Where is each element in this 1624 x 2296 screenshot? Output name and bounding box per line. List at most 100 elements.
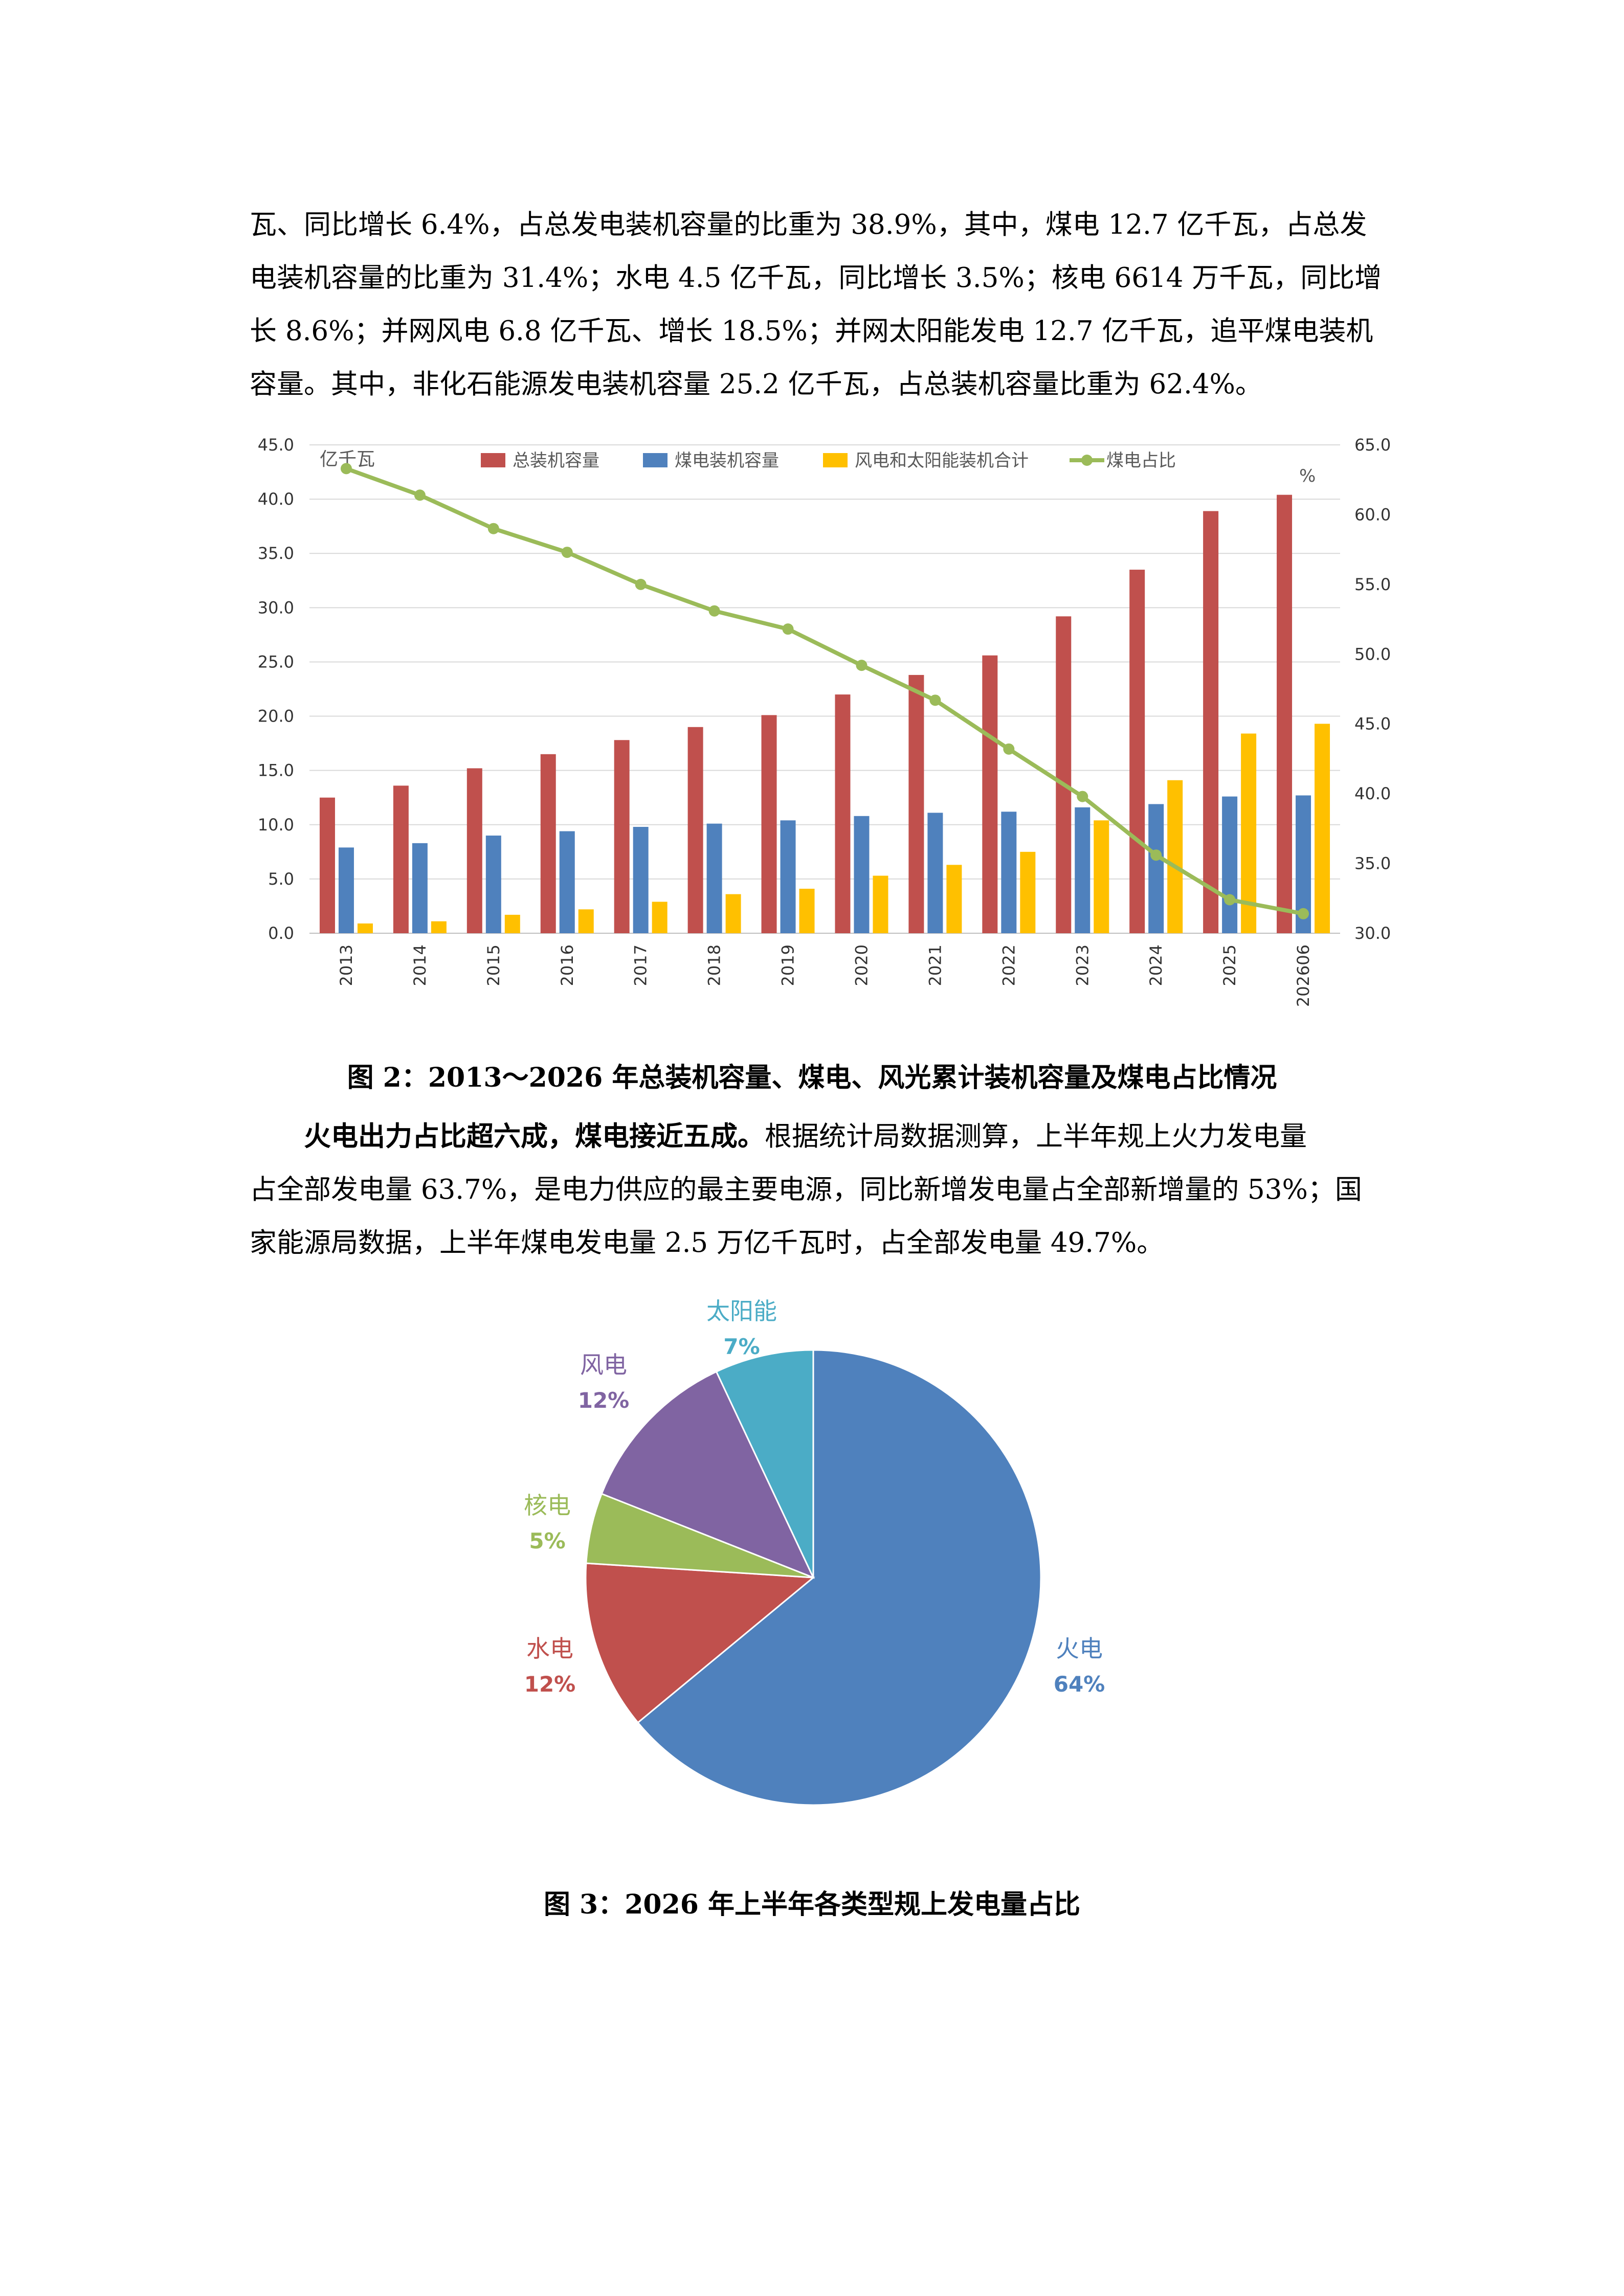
bar-total (540, 754, 556, 933)
coal-share-point (708, 605, 720, 617)
paragraph-2-line: 火电出力占比超六成，煤电接近五成。根据统计局数据测算，上半年规上火力发电量 (250, 1110, 1388, 1163)
paragraph-2: 火电出力占比超六成，煤电接近五成。根据统计局数据测算，上半年规上火力发电量 占全… (250, 1110, 1388, 1270)
legend-label: 风电和太阳能装机合计 (855, 451, 1029, 471)
paragraph-1-line: 电装机容量的比重为 31.4%；水电 4.5 亿千瓦，同比增长 3.5%；核电 … (250, 262, 1382, 294)
bar-wind-solar (357, 923, 373, 933)
bar-wind-solar (431, 921, 447, 933)
pie-slice (600, 1370, 815, 1579)
bar-wind-solar (1241, 733, 1257, 933)
y2-axis-tick-label: 35.0 (1354, 854, 1391, 873)
x-axis-tick-label: 2014 (410, 944, 430, 986)
paragraph-1-line: 瓦、同比增长 6.4%，占总发电装机容量的比重为 38.9%，其中，煤电 12.… (250, 209, 1367, 240)
bar-wind-solar (1315, 724, 1330, 933)
y-axis-tick-label: 5.0 (268, 869, 294, 889)
figure-2-caption: 图 2：2013～2026 年总装机容量、煤电、风光累计装机容量及煤电占比情况 (347, 1062, 1277, 1093)
x-axis-tick-label: 2022 (999, 944, 1018, 986)
bar-total (982, 655, 998, 933)
bar-coal (1075, 807, 1091, 933)
pie-slice-percent: 12% (578, 1388, 630, 1413)
x-axis-tick-label: 2016 (558, 944, 577, 986)
bar-coal (927, 813, 943, 933)
y2-axis-tick-label: 50.0 (1354, 644, 1391, 664)
pie-slice-percent: 7% (723, 1334, 760, 1359)
bar-total (1203, 511, 1219, 933)
y2-axis-tick-label: 40.0 (1354, 784, 1391, 803)
generation-share-pie-chart: 火电 64% 水电 12% 核电 5% 风电 12% 太阳能 7% (524, 1297, 1105, 1806)
x-axis-tick-label: 2023 (1073, 944, 1092, 986)
y-axis-tick-label: 10.0 (258, 815, 294, 835)
coal-share-point (1003, 743, 1015, 755)
coal-share-point (340, 463, 352, 475)
bar-coal (633, 827, 649, 933)
y-axis-tick-label: 20.0 (258, 707, 294, 726)
pie-slice-label: 太阳能 (706, 1297, 777, 1325)
pie-slice-label: 水电 (526, 1635, 573, 1662)
x-axis-tick-label: 2013 (337, 944, 356, 986)
y2-axis-tick-label: 30.0 (1354, 924, 1391, 943)
x-axis-tick-label: 202606 (1294, 944, 1313, 1007)
bar-coal (706, 823, 722, 933)
y-axis-tick-label: 25.0 (258, 652, 294, 671)
bar-coal (485, 836, 501, 933)
y2-axis-tick-label: 45.0 (1354, 714, 1391, 734)
bar-coal (559, 831, 575, 933)
bar-wind-solar (504, 914, 520, 933)
y-axis-tick-label: 30.0 (258, 598, 294, 617)
bar-coal (412, 843, 428, 933)
paragraph-2-line: 占全部发电量 63.7%，是电力供应的最主要电源，同比新增发电量占全部新增量的 … (250, 1174, 1362, 1205)
bar-coal (338, 847, 354, 933)
coal-share-point (1224, 894, 1236, 906)
coal-share-point (635, 578, 647, 590)
y-axis-tick-label: 45.0 (258, 435, 294, 455)
pie-slice-percent: 64% (1054, 1672, 1105, 1697)
paragraph-2-lead: 火电出力占比超六成，煤电接近五成。 (304, 1120, 765, 1152)
legend-label: 总装机容量 (513, 451, 599, 471)
coal-share-point (561, 547, 573, 558)
bar-coal (1222, 796, 1238, 933)
coal-share-point (782, 623, 794, 635)
coal-share-line (345, 466, 1304, 916)
pie-slice (585, 1562, 815, 1724)
y2-axis-tick-label: 65.0 (1354, 435, 1391, 455)
paragraph-1-line: 容量。其中，非化石能源发电装机容量 25.2 亿千瓦，占总装机容量比重为 62.… (250, 369, 1262, 400)
bar-wind-solar (1020, 851, 1036, 933)
coal-share-point (414, 489, 426, 501)
coal-share-point (856, 660, 867, 671)
x-axis-tick-label: 2018 (705, 944, 724, 986)
pie-slice-label: 风电 (580, 1351, 627, 1379)
bar-total (687, 727, 703, 933)
figure-3-caption: 图 3：2026 年上半年各类型规上发电量占比 (543, 1889, 1081, 1920)
legend-label: 煤电占比 (1106, 451, 1176, 471)
bar-wind-solar (1167, 780, 1183, 933)
bar-total (1056, 616, 1072, 933)
x-axis-tick-label: 2015 (484, 944, 503, 986)
legend-swatch (481, 453, 505, 467)
paragraph-1-line: 长 8.6%；并网风电 6.8 亿千瓦、增长 18.5%；并网太阳能发电 12.… (250, 316, 1373, 347)
x-axis-tick-label: 2025 (1220, 944, 1239, 986)
paragraph-2-line: 家能源局数据，上半年煤电发电量 2.5 万亿千瓦时，占全部发电量 49.7%。 (250, 1227, 1164, 1258)
paragraph-2-rest: 根据统计局数据测算，上半年规上火力发电量 (765, 1121, 1307, 1152)
pie-slice (715, 1349, 814, 1578)
bar-wind-solar (946, 865, 962, 933)
bar-wind-solar (799, 888, 815, 933)
bar-wind-solar (578, 909, 594, 933)
bar-wind-solar (1094, 820, 1109, 933)
bar-coal (854, 816, 870, 933)
y-axis-tick-label: 40.0 (258, 489, 294, 509)
capacity-combo-chart: 0.0 5.0 10.0 15.0 20.0 25.0 30.0 35.0 40.0 45.0 30… (258, 435, 1391, 1007)
bar-total (1129, 570, 1145, 933)
bar-total (319, 797, 335, 933)
bar-total (393, 785, 409, 933)
bar-wind-solar (725, 894, 741, 933)
bar-total (908, 674, 924, 933)
x-axis-tick-label: 2020 (852, 944, 871, 986)
x-axis-tick-label: 2021 (925, 944, 945, 986)
coal-share-point (1150, 849, 1162, 861)
bar-coal (780, 820, 796, 933)
bar-total (761, 715, 777, 933)
bar-total (835, 694, 851, 933)
pie-slice-percent: 12% (524, 1672, 576, 1697)
bar-coal (1001, 812, 1017, 933)
bar-total (466, 768, 482, 933)
y-axis-tick-label: 0.0 (268, 924, 294, 943)
